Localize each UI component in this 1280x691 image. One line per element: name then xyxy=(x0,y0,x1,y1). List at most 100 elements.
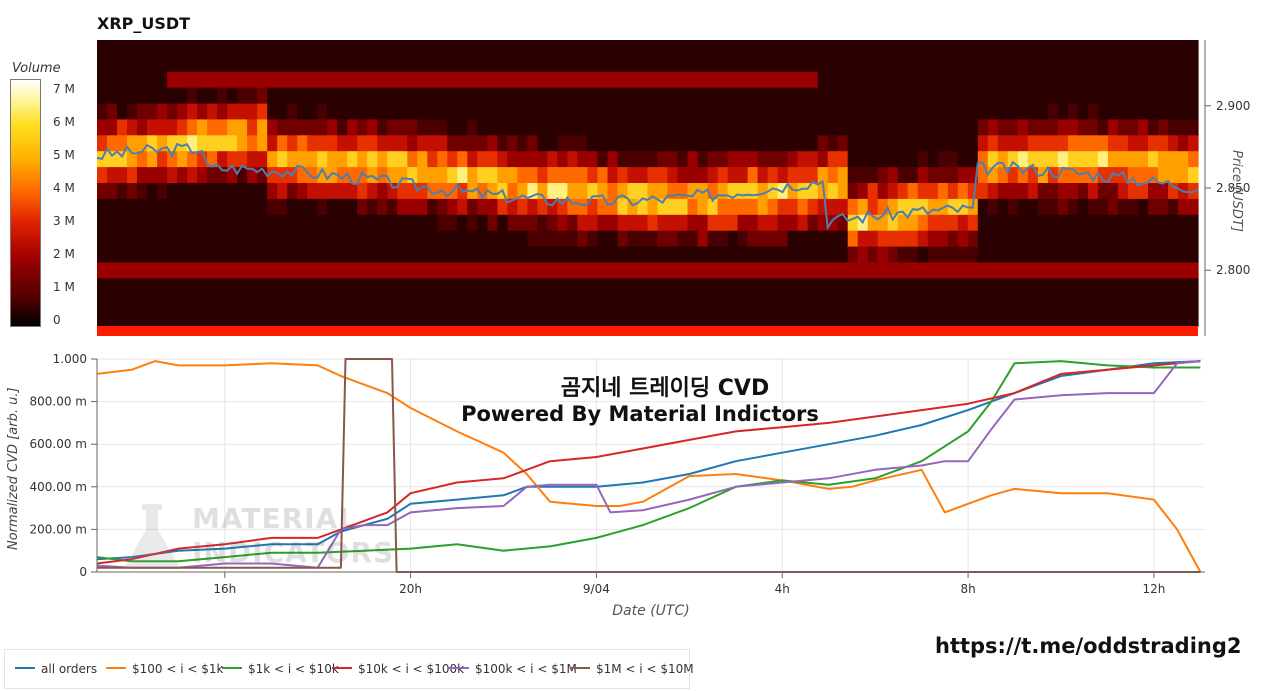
heatmap-cell xyxy=(987,40,999,57)
heatmap-cell xyxy=(1168,230,1179,248)
heatmap-cell xyxy=(577,310,588,327)
heatmap-cell xyxy=(567,198,578,216)
heatmap-cell xyxy=(937,103,949,121)
heatmap-cell xyxy=(557,230,568,248)
heatmap-cell xyxy=(717,87,729,105)
legend-item[interactable]: $1k < i < $10k xyxy=(222,662,339,676)
heatmap-cell xyxy=(177,87,188,105)
heatmap-cell xyxy=(187,103,198,121)
heatmap-cell xyxy=(887,135,899,152)
heatmap-cell xyxy=(787,55,799,73)
heatmap-cell xyxy=(477,103,488,121)
heatmap-cell xyxy=(1027,310,1039,327)
heatmap-cell xyxy=(537,230,548,248)
heatmap-cell xyxy=(1027,262,1039,279)
heatmap-cell xyxy=(287,119,298,136)
heatmap-cell xyxy=(657,103,669,121)
heatmap-cell xyxy=(997,278,1009,295)
heatmap-cell xyxy=(1017,246,1029,264)
heatmap-cell xyxy=(457,40,468,57)
heatmap-cell xyxy=(157,151,168,168)
heatmap-cell xyxy=(197,167,208,184)
heatmap-cell xyxy=(1067,246,1079,264)
heatmap-cell xyxy=(227,71,238,89)
heatmap-cell xyxy=(477,230,488,248)
heatmap-cell xyxy=(967,278,979,295)
heatmap-cell xyxy=(407,55,418,73)
heatmap-cell xyxy=(1168,262,1179,279)
heatmap-cell xyxy=(167,310,178,327)
heatmap-cell xyxy=(917,119,929,136)
heatmap-cell xyxy=(287,246,298,264)
heatmap-cell xyxy=(1027,135,1039,152)
heatmap-cell xyxy=(527,310,538,327)
heatmap-cell xyxy=(1067,135,1079,152)
heatmap-cell xyxy=(1077,87,1089,105)
heatmap-cell xyxy=(397,103,408,121)
heatmap-cell xyxy=(907,230,919,248)
heatmap-cell xyxy=(547,40,558,57)
heatmap-cell xyxy=(227,262,238,279)
legend-item[interactable]: $100k < i < $1M xyxy=(449,662,577,676)
heatmap-cell xyxy=(967,183,979,200)
heatmap-cell xyxy=(1037,198,1049,216)
x-axis-label-text: Date (UTC) xyxy=(612,603,690,619)
heatmap-cell xyxy=(657,214,669,232)
heatmap-cell xyxy=(817,119,829,136)
heatmap-cell xyxy=(177,167,188,184)
heatmap-cell xyxy=(517,135,528,152)
legend-item[interactable]: $100 < i < $1k xyxy=(106,662,223,676)
heatmap-cell xyxy=(1067,214,1079,232)
heatmap-cell xyxy=(1017,310,1029,327)
heatmap-cell xyxy=(417,119,428,136)
heatmap-cell xyxy=(1127,294,1139,311)
legend-item[interactable]: $10k < i < $100k xyxy=(332,662,464,676)
heatmap-cell xyxy=(347,198,358,216)
legend-item[interactable]: $1M < i < $10M xyxy=(570,662,694,676)
heatmap-cell xyxy=(247,183,258,200)
heatmap-cell xyxy=(857,278,869,295)
heatmap-cell xyxy=(987,183,999,200)
heatmap-cell xyxy=(857,103,869,121)
heatmap-cell xyxy=(1067,87,1079,105)
heatmap-cell xyxy=(227,214,238,232)
heatmap-cell xyxy=(187,278,198,295)
legend-item[interactable]: all orders xyxy=(15,662,97,676)
heatmap-cell xyxy=(347,135,358,152)
heatmap-cell xyxy=(1168,294,1179,311)
heatmap-cell xyxy=(307,135,318,152)
heatmap-cell xyxy=(367,55,378,73)
heatmap-cell xyxy=(427,71,438,89)
heatmap-cell xyxy=(407,198,418,216)
heatmap-cell xyxy=(597,183,609,200)
heatmap-cell xyxy=(807,40,819,57)
heatmap-cell xyxy=(277,262,288,279)
heatmap-cell xyxy=(897,71,909,89)
heatmap-cell xyxy=(267,151,278,168)
heatmap-cell xyxy=(127,71,138,89)
heatmap-cell xyxy=(237,183,248,200)
heatmap-cell xyxy=(577,55,588,73)
heatmap-cell xyxy=(1007,151,1019,168)
heatmap-cell xyxy=(1158,71,1169,89)
heatmap-cell xyxy=(427,40,438,57)
heatmap-cell xyxy=(1117,71,1129,89)
heatmap-cell xyxy=(1047,294,1059,311)
heatmap-cell xyxy=(1168,87,1179,105)
heatmap-cell xyxy=(817,103,829,121)
heatmap-cell xyxy=(1127,246,1139,264)
heatmap-cell xyxy=(917,278,929,295)
heatmap-cell xyxy=(547,103,558,121)
series-line xyxy=(96,360,1201,565)
heatmap-cell xyxy=(1057,198,1069,216)
heatmap-cell xyxy=(767,135,779,152)
heatmap-cell xyxy=(987,71,999,89)
heatmap-cell xyxy=(557,71,568,89)
heatmap-cell xyxy=(567,40,578,57)
heatmap-cell xyxy=(1148,294,1159,311)
heatmap-cell xyxy=(587,278,598,295)
heatmap-cell xyxy=(867,183,879,200)
telegram-link[interactable]: https://t.me/oddstrading2 xyxy=(935,634,1242,658)
